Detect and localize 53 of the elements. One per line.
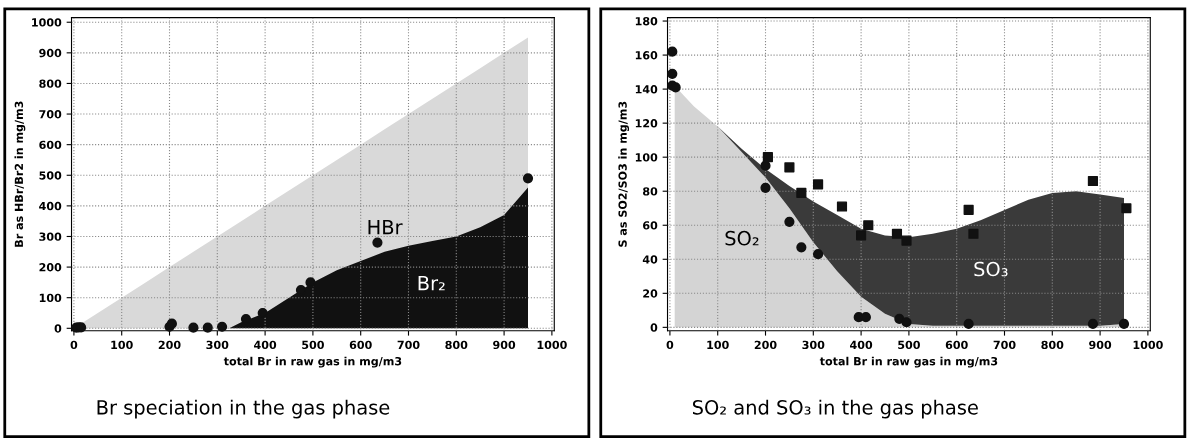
y-tick-label: 40 — [642, 255, 658, 264]
y-tick-label: 300 — [39, 232, 62, 241]
x-tick-label: 0 — [70, 340, 78, 350]
text: Br speciation in the gas phase — [97, 399, 390, 419]
x-tick-label: 400 — [850, 340, 873, 350]
x-tick-label: 400 — [254, 340, 277, 350]
x-tick-label: 100 — [111, 340, 133, 350]
y-tick-label: 120 — [635, 119, 658, 128]
y-tick-label: 0 — [54, 324, 62, 333]
x-tick-label: 700 — [993, 340, 1016, 350]
y-tick-label: 80 — [643, 187, 658, 196]
series-label: Br₂ — [418, 275, 445, 291]
x-tick-label: 900 — [493, 340, 516, 350]
x-tick-label: 600 — [349, 340, 372, 350]
x-tick-label: 300 — [802, 340, 825, 350]
x-tick-label: 600 — [945, 340, 968, 350]
x-tick-label: 0 — [666, 340, 674, 350]
x-tick-label: 200 — [158, 340, 181, 350]
y-tick-label: 140 — [635, 85, 658, 94]
x-axis-title: total Br in raw gas in mg/m3 — [819, 356, 998, 368]
y-tick-label: 100 — [39, 293, 62, 303]
x-tick-label: 300 — [206, 340, 229, 350]
x-tick-label: 500 — [302, 340, 324, 350]
y-tick-label: 600 — [39, 140, 62, 150]
series-label: HBr — [368, 220, 403, 235]
y-axis-title: S as SO2/SO3 in mg/m3 — [618, 101, 630, 247]
y-tick-label: 1000 — [32, 18, 62, 27]
y-tick-label: 500 — [39, 171, 62, 180]
x-tick-label: 800 — [1041, 340, 1064, 350]
y-tick-label: 800 — [39, 79, 62, 88]
y-tick-label: 180 — [635, 17, 658, 26]
series-label: SO₃ — [974, 261, 1008, 277]
x-tick-label: 500 — [898, 340, 920, 350]
y-tick-label: 160 — [635, 51, 658, 60]
x-tick-label: 1000 — [537, 340, 567, 350]
y-tick-label: 100 — [635, 153, 658, 162]
x-tick-label: 700 — [397, 340, 420, 350]
y-tick-label: 60 — [643, 221, 658, 230]
y-tick-label: 200 — [39, 263, 62, 272]
y-tick-label: 0 — [650, 323, 658, 332]
x-tick-label: 1000 — [1133, 340, 1163, 350]
x-tick-label: 200 — [754, 340, 777, 350]
y-tick-label: 900 — [39, 48, 62, 58]
text: SO₂ and SO₃ in the gas phase — [692, 399, 978, 419]
x-axis-title: total Br in raw gas in mg/m3 — [223, 356, 402, 368]
y-tick-label: 700 — [39, 110, 62, 119]
series-label: SO₂ — [725, 230, 759, 246]
y-tick-label: 20 — [643, 289, 658, 298]
y-tick-label: 400 — [39, 201, 62, 211]
x-tick-label: 100 — [707, 340, 729, 350]
x-tick-label: 900 — [1089, 340, 1112, 350]
x-tick-label: 800 — [445, 340, 468, 350]
y-axis-title: Br as HBr/Br2 in mg/m3 — [14, 101, 26, 247]
